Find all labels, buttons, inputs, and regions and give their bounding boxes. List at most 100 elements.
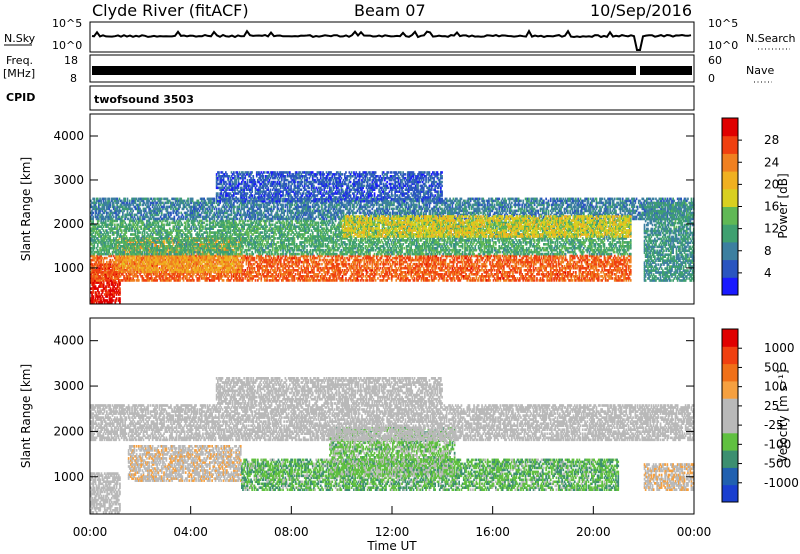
heatmap-cell — [255, 271, 258, 274]
heatmap-cell — [273, 258, 275, 262]
heatmap-cell — [116, 271, 118, 274]
heatmap-cell — [112, 285, 114, 288]
heatmap-cell — [243, 256, 245, 260]
heatmap-cell — [270, 273, 273, 276]
heatmap-cell — [105, 291, 107, 294]
heatmap-cell — [284, 262, 287, 266]
heatmap-cell — [276, 258, 279, 262]
heatmap-cell — [246, 277, 249, 280]
heatmap-cell — [270, 275, 273, 278]
heatmap-cell — [102, 283, 105, 286]
heatmap-cell — [102, 258, 105, 262]
heatmap-cell — [203, 258, 205, 262]
heatmap-cell — [114, 260, 116, 264]
heatmap-cell — [241, 275, 243, 278]
heatmap-cell — [154, 271, 156, 274]
heatmap-cell — [92, 271, 95, 275]
heatmap-cell — [147, 273, 149, 276]
heatmap-cell — [223, 271, 226, 274]
heatmap-cell — [164, 266, 167, 270]
heatmap-cell — [111, 277, 114, 280]
heatmap-cell — [366, 279, 369, 282]
heatmap-cell — [275, 279, 277, 282]
heatmap-cell — [214, 254, 217, 258]
heatmap-cell — [160, 254, 163, 258]
heatmap-cell — [175, 266, 178, 270]
heatmap-cell — [243, 273, 245, 276]
heatmap-cell — [92, 289, 95, 292]
heatmap-cell — [269, 264, 272, 268]
heatmap-cell — [258, 262, 260, 266]
heatmap-cell — [106, 301, 109, 304]
heatmap-cell — [293, 275, 296, 278]
heatmap-cell — [212, 258, 215, 262]
heatmap-cell — [277, 260, 280, 264]
heatmap-cell — [233, 275, 235, 278]
heatmap-cell — [103, 273, 106, 276]
heatmap-cell — [242, 260, 244, 264]
heatmap-cell — [167, 258, 170, 262]
heatmap-cell — [261, 264, 264, 268]
heatmap-cell — [202, 277, 204, 280]
heatmap-cell — [114, 281, 117, 284]
heatmap-cell — [230, 273, 233, 276]
heatmap-cell — [261, 271, 264, 274]
heatmap-cell — [123, 275, 125, 278]
heatmap-cell — [318, 262, 321, 266]
heatmap-cell — [96, 275, 99, 278]
heatmap-cell — [297, 269, 299, 272]
heatmap-cell — [142, 279, 145, 282]
heatmap-cell — [289, 271, 291, 274]
heatmap-cell — [106, 256, 108, 260]
heatmap-cell — [123, 266, 125, 270]
heatmap-cell — [271, 262, 274, 266]
heatmap-cell — [94, 273, 97, 276]
heatmap-cell — [261, 269, 264, 272]
heatmap-cell — [92, 299, 95, 302]
heatmap-cell — [108, 273, 110, 276]
heatmap-cell — [135, 256, 138, 260]
heatmap-cell — [303, 271, 306, 274]
heatmap-cell — [160, 264, 163, 268]
heatmap-cell — [251, 258, 253, 262]
heatmap-cell — [115, 289, 118, 292]
heatmap-cell — [292, 279, 295, 282]
freq-label-line1: Freq. — [6, 54, 33, 67]
heatmap-cell — [151, 254, 154, 258]
heatmap-cell — [259, 254, 261, 258]
heatmap-cell — [281, 273, 283, 276]
heatmap-cell — [274, 260, 276, 264]
heatmap-cell — [290, 258, 292, 262]
heatmap-cell — [292, 262, 295, 266]
heatmap-cell — [543, 279, 545, 282]
heatmap-cell — [103, 287, 106, 290]
heatmap-cell — [141, 256, 144, 260]
heatmap-cell — [168, 275, 171, 278]
heatmap-cell — [162, 260, 164, 264]
heatmap-cell — [109, 279, 112, 282]
heatmap-cell — [114, 264, 116, 268]
heatmap-cell — [119, 260, 122, 264]
heatmap-cell — [235, 279, 237, 282]
heatmap-cell — [197, 277, 200, 280]
heatmap-cell — [93, 271, 96, 275]
heatmap-cell — [111, 266, 114, 270]
heatmap-cell — [181, 269, 184, 272]
heatmap-cell — [283, 271, 285, 274]
heatmap-cell — [629, 264, 632, 268]
heatmap-cell — [222, 279, 225, 282]
heatmap-cell — [273, 269, 275, 272]
heatmap-cell — [266, 266, 268, 270]
heatmap-cell — [205, 279, 208, 282]
heatmap-cell — [110, 301, 113, 304]
heatmap-cell — [242, 254, 244, 258]
heatmap-cell — [227, 273, 229, 276]
heatmap-cell — [283, 273, 285, 276]
heatmap-cell — [94, 281, 97, 284]
heatmap-cell — [275, 277, 277, 280]
heatmap-cell — [112, 254, 115, 258]
heatmap-cell — [109, 297, 112, 300]
heatmap-cell — [146, 279, 148, 282]
heatmap-cell — [91, 295, 93, 298]
heatmap-cell — [241, 266, 243, 270]
